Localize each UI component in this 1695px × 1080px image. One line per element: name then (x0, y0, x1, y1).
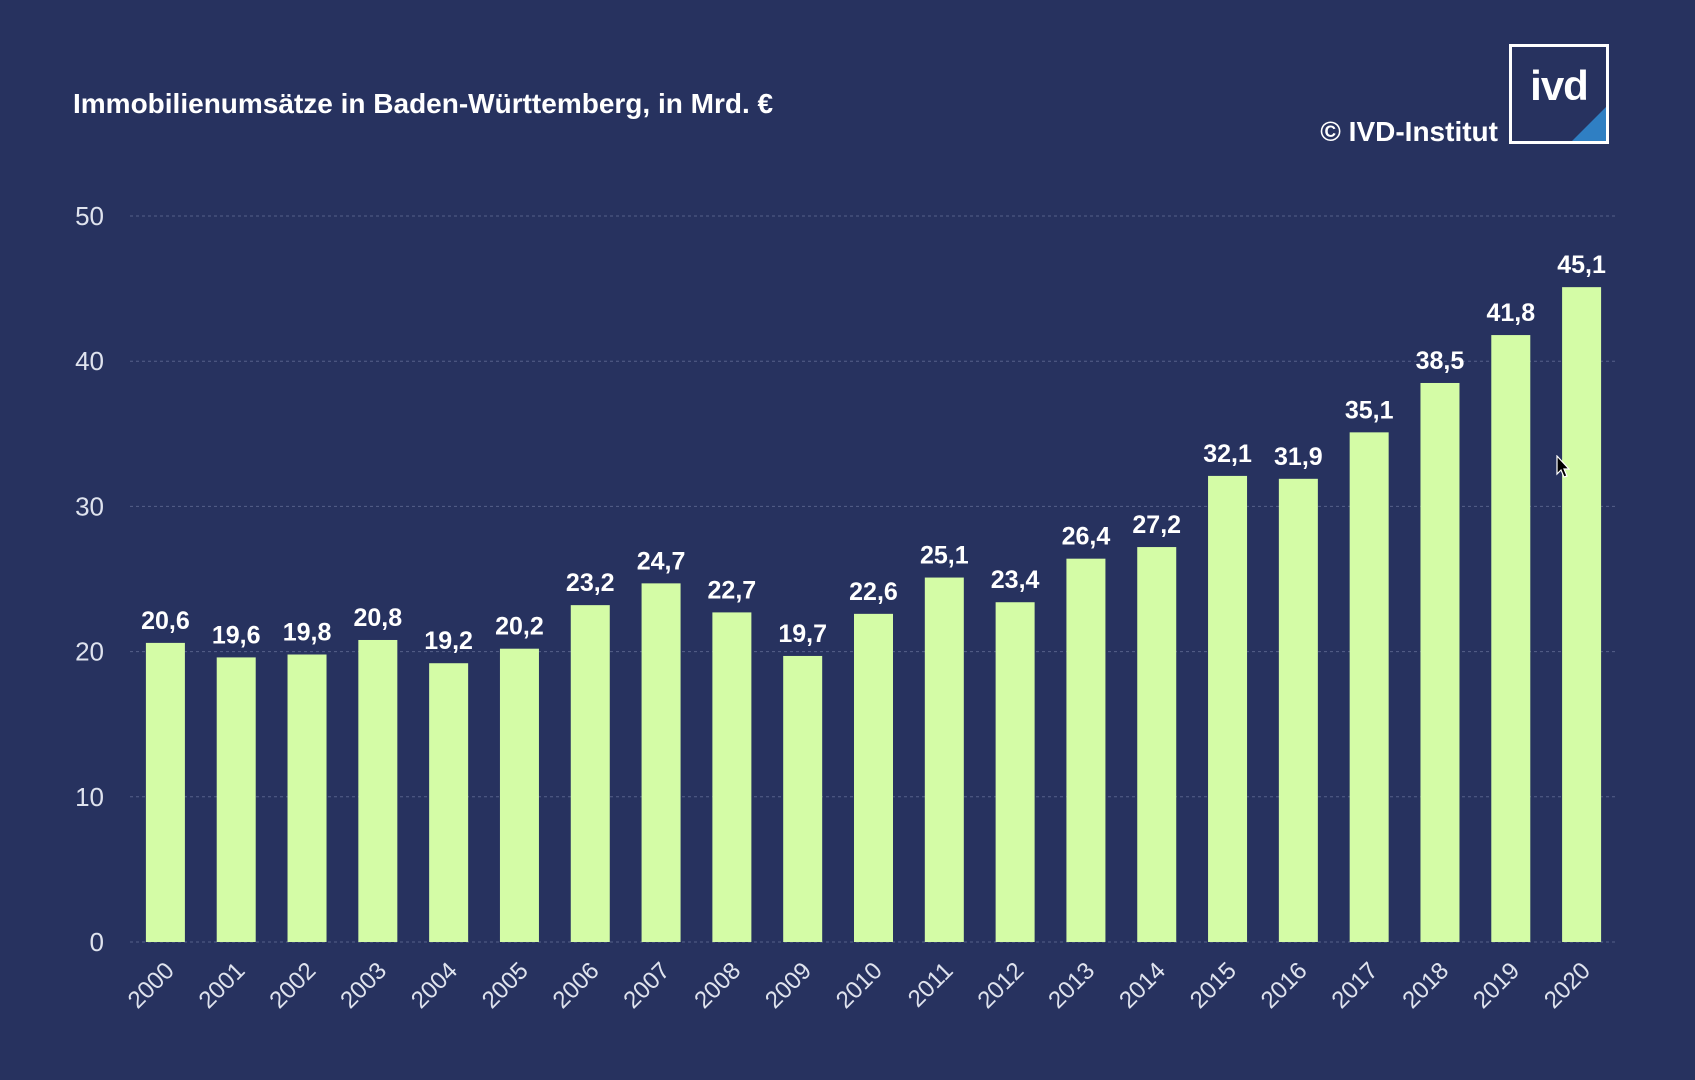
bar-2015 (1208, 475, 1248, 942)
copyright-text: © IVD-Institut (1320, 116, 1498, 147)
data-label: 35,1 (1345, 396, 1394, 424)
x-tick-label: 2018 (1397, 957, 1454, 1014)
bar-2000 (145, 642, 185, 942)
data-label: 27,2 (1132, 511, 1181, 539)
bar-2005 (499, 648, 539, 942)
bar-2002 (287, 654, 327, 942)
bar-2003 (358, 639, 398, 942)
x-tick-label: 2005 (477, 957, 534, 1014)
x-tick-label: 2013 (1043, 957, 1100, 1014)
x-tick-label: 2007 (618, 957, 675, 1014)
bar-2010 (854, 613, 893, 942)
x-tick-label: 2019 (1468, 957, 1525, 1014)
logo-text: ivd (1530, 62, 1589, 109)
x-tick-label: 2008 (689, 957, 746, 1014)
bar-2013 (1066, 558, 1106, 942)
x-tick-label: 2017 (1327, 957, 1384, 1014)
logo-accent-corner (1572, 107, 1606, 141)
x-tick-label: 2014 (1114, 957, 1171, 1014)
data-label: 19,6 (212, 621, 261, 649)
y-tick-label: 30 (75, 491, 104, 521)
x-tick-label: 2015 (1185, 957, 1242, 1014)
x-tick-label: 2000 (123, 957, 180, 1014)
data-label: 38,5 (1416, 347, 1465, 375)
data-label: 20,2 (495, 613, 544, 641)
y-tick-label: 40 (75, 346, 104, 376)
x-tick-label: 2002 (264, 957, 321, 1014)
data-label: 25,1 (920, 542, 969, 570)
x-tick-label: 2011 (903, 957, 959, 1013)
y-tick-label: 0 (90, 927, 104, 957)
data-label: 31,9 (1274, 443, 1323, 471)
data-label: 45,1 (1557, 251, 1606, 279)
bar-2007 (641, 583, 681, 942)
data-label: 23,4 (991, 566, 1040, 594)
y-tick-label: 50 (75, 201, 104, 231)
x-tick-label: 2003 (335, 957, 392, 1014)
x-tick-label: 2001 (194, 957, 251, 1014)
bar-2011 (924, 577, 964, 942)
bar-2006 (570, 605, 610, 942)
bar-2012 (995, 602, 1035, 942)
x-tick-label: 2012 (973, 957, 1030, 1014)
y-tick-label: 20 (75, 637, 104, 667)
bar-2017 (1349, 432, 1389, 942)
mouse-cursor-icon (1556, 455, 1570, 478)
data-label: 32,1 (1203, 440, 1252, 468)
y-tick-label: 10 (75, 782, 104, 812)
data-label: 19,7 (778, 620, 827, 648)
data-label: 41,8 (1486, 299, 1535, 327)
data-label: 22,7 (708, 576, 757, 604)
data-label: 20,8 (353, 604, 402, 632)
bar-2004 (429, 663, 469, 942)
bar-2014 (1137, 547, 1177, 942)
data-label: 23,2 (566, 569, 615, 597)
bar-2008 (712, 612, 752, 942)
x-tick-label: 2020 (1539, 957, 1596, 1014)
x-tick-label: 2016 (1256, 957, 1313, 1014)
bar-2001 (216, 657, 256, 942)
data-label: 20,6 (141, 607, 190, 635)
x-tick-label: 2009 (760, 957, 817, 1014)
bar-2016 (1278, 478, 1318, 942)
bar-2009 (783, 655, 823, 942)
data-label: 19,8 (283, 619, 332, 647)
data-label: 24,7 (637, 547, 686, 575)
bar-2018 (1420, 382, 1460, 943)
x-tick-label: 2010 (831, 957, 888, 1014)
data-label: 19,2 (424, 627, 473, 655)
ivd-logo: ivd (1509, 44, 1609, 144)
x-tick-label: 2004 (406, 957, 463, 1014)
bar-2019 (1491, 335, 1531, 943)
x-tick-label: 2006 (548, 957, 605, 1014)
chart-title: Immobilienumsätze in Baden-Württemberg, … (73, 88, 774, 119)
data-label: 26,4 (1062, 523, 1111, 551)
data-label: 22,6 (849, 578, 898, 606)
bar-2020 (1562, 287, 1602, 942)
